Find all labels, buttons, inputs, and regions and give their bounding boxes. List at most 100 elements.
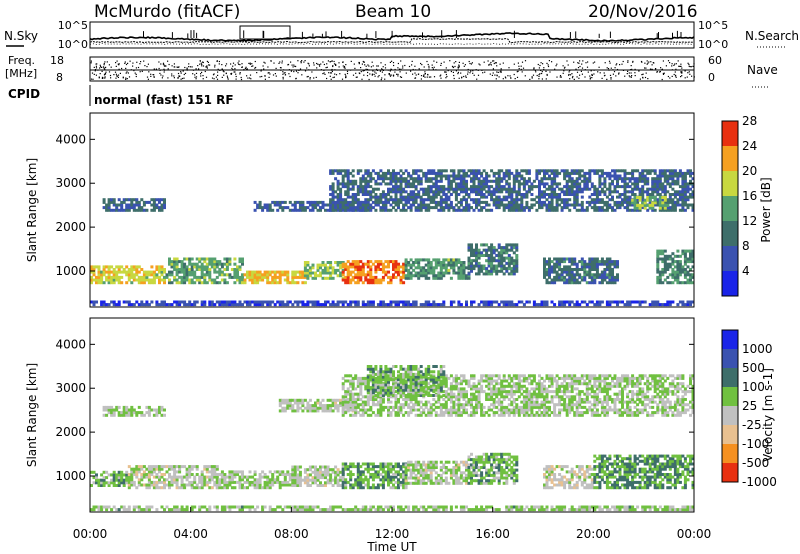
heatmap-cell (298, 478, 302, 482)
heatmap-cell (583, 174, 587, 178)
nave-dot (247, 77, 249, 79)
heatmap-cell (175, 262, 179, 266)
heatmap-cell (155, 203, 159, 207)
nave-dot (517, 70, 519, 72)
heatmap-cell (356, 193, 360, 196)
heatmap-cell (439, 261, 443, 264)
nave-dot (287, 64, 289, 66)
heatmap-cell (122, 208, 126, 212)
colorbar-segment (722, 121, 738, 146)
nave-dot (360, 71, 362, 73)
nave-dot (259, 76, 261, 78)
heatmap-cell (193, 273, 197, 277)
heatmap-cell (336, 198, 340, 202)
heatmap-cell (110, 278, 114, 282)
heatmap-cell (359, 270, 363, 274)
nave-dot (381, 71, 383, 73)
heatmap-cell (422, 198, 426, 202)
heatmap-cell (175, 470, 179, 474)
heatmap-cell (636, 300, 640, 304)
heatmap-cell (691, 193, 695, 196)
heatmap-cell (412, 169, 416, 173)
nave-dot (482, 72, 484, 74)
heatmap-cell (671, 206, 675, 210)
heatmap-cell (160, 480, 164, 484)
heatmap-cell (560, 257, 564, 261)
heatmap-cell (301, 200, 305, 204)
heatmap-cell (500, 203, 504, 207)
heatmap-cell (611, 190, 614, 194)
heatmap-cell (573, 206, 577, 210)
heatmap-cell (510, 248, 514, 252)
nave-dot (458, 66, 460, 68)
heatmap-cell (137, 478, 141, 482)
nave-dot (439, 75, 441, 77)
heatmap-cell (595, 171, 599, 175)
heatmap-cell (683, 177, 687, 181)
heatmap-cell (407, 276, 411, 280)
heatmap-cell (512, 251, 516, 255)
heatmap-cell (434, 177, 438, 181)
heatmap-cell (485, 248, 489, 252)
heatmap-cell (492, 203, 496, 207)
nave-dot (194, 74, 196, 76)
nave-dot (267, 72, 269, 74)
heatmap-cell (102, 268, 106, 271)
heatmap-cell (291, 468, 295, 472)
heatmap-cell (97, 281, 101, 285)
heatmap-cell (374, 171, 378, 175)
heatmap-cell (691, 265, 695, 269)
heatmap-cell (663, 270, 667, 274)
heatmap-cell (233, 475, 237, 479)
heatmap-cell (369, 190, 373, 194)
heatmap-cell (434, 263, 438, 267)
heatmap-cell (339, 195, 343, 199)
heatmap-cell (376, 177, 380, 181)
heatmap-cell (676, 270, 680, 274)
heatmap-cell (487, 193, 491, 196)
heatmap-cell (92, 268, 96, 271)
heatmap-cell (392, 265, 395, 269)
nave-dot (161, 77, 163, 79)
heatmap-cell (492, 171, 496, 175)
heatmap-cell (663, 200, 667, 204)
heatmap-cell (132, 480, 136, 484)
heatmap-cell (220, 480, 224, 484)
heatmap-cell (540, 200, 544, 204)
heatmap-cell (691, 260, 695, 264)
heatmap-cell (467, 206, 471, 210)
heatmap-cell (356, 278, 360, 282)
heatmap-cell (346, 182, 350, 186)
heatmap-cell (452, 206, 456, 210)
nave-dot (618, 72, 620, 74)
heatmap-cell (495, 185, 499, 189)
nave-dot (671, 69, 673, 71)
heatmap-cell (671, 257, 675, 261)
heatmap-cell (480, 206, 484, 210)
heatmap-cell (459, 187, 463, 191)
nave-dot (326, 63, 328, 65)
nave-dot (251, 65, 253, 67)
heatmap-cell (326, 481, 330, 485)
nave-dot (199, 60, 201, 62)
heatmap-cell (563, 268, 567, 271)
heatmap-cell (568, 265, 572, 269)
heatmap-cell (339, 271, 343, 275)
heatmap-cell (92, 303, 96, 307)
nave-dot (93, 73, 95, 75)
heatmap-cell (208, 300, 212, 304)
nave-dot (644, 76, 647, 79)
heatmap-cell (308, 266, 312, 270)
nave-dot (423, 74, 425, 76)
heatmap-cell (522, 206, 526, 210)
heatmap-cell (563, 169, 567, 173)
heatmap-cell (515, 203, 519, 207)
heatmap-cell (545, 177, 549, 181)
heatmap-cell (588, 171, 592, 175)
heatmap-cell (303, 303, 307, 307)
heatmap-cell (605, 174, 609, 178)
heatmap-cell (507, 185, 511, 189)
heatmap-cell (658, 208, 662, 212)
heatmap-cell (641, 169, 645, 173)
heatmap-cell (683, 303, 687, 307)
